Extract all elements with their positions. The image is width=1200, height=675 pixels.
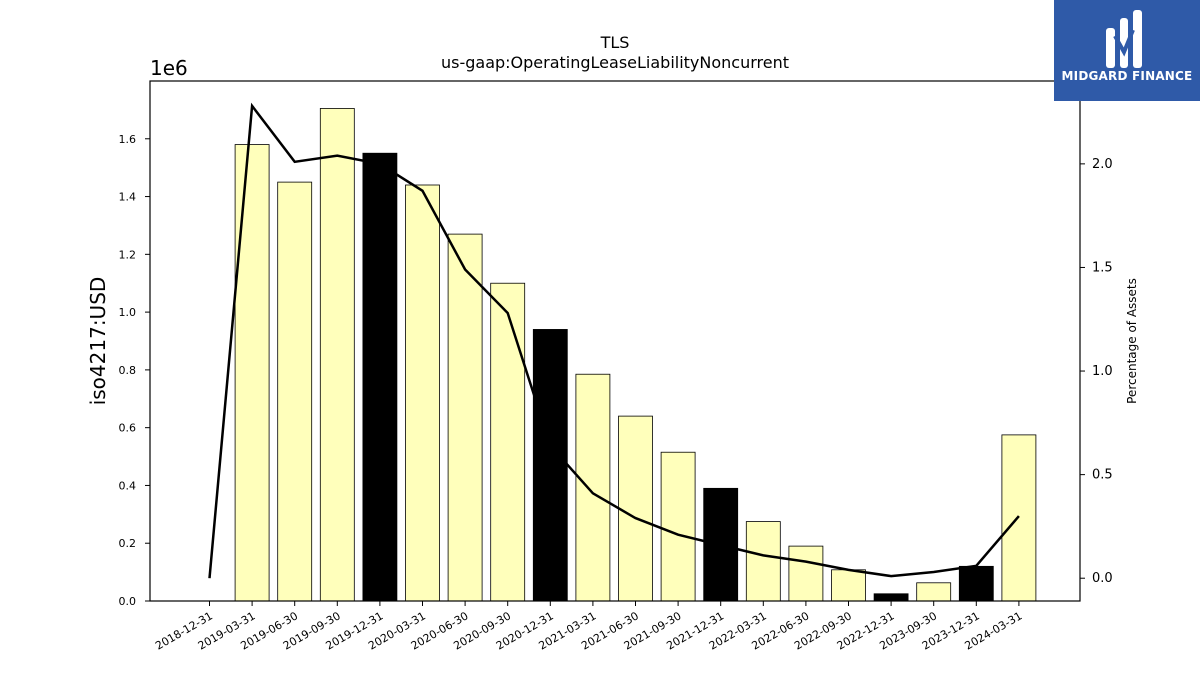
bar-2020-12-31 bbox=[532, 329, 568, 602]
plot-frame bbox=[149, 80, 1081, 602]
y2-tick-label: 1.0 bbox=[1092, 364, 1113, 379]
y-tick-label: 1.2 bbox=[119, 248, 137, 261]
y2-tick-label: 1.5 bbox=[1092, 260, 1113, 275]
y-tick-label: 0.0 bbox=[119, 595, 137, 608]
bar-2022-03-31 bbox=[745, 521, 781, 602]
percent-line-group bbox=[208, 102, 1020, 579]
y-tick-label: 0.8 bbox=[119, 364, 137, 377]
y-tick-label: 1.0 bbox=[119, 306, 137, 319]
bar-2020-06-30 bbox=[447, 233, 483, 602]
bar-2020-03-31 bbox=[405, 184, 440, 602]
y-tick-label: 0.2 bbox=[119, 537, 137, 550]
bar-2022-09-30 bbox=[831, 569, 866, 602]
y-axis-ticks: 0.0 0.2 0.4 0.6 0.8 1.0 1.2 1.4 1.6 bbox=[119, 133, 150, 608]
y-tick-label: 0.4 bbox=[119, 479, 137, 492]
bar-2021-06-30 bbox=[618, 415, 653, 602]
y-tick-label: 0.6 bbox=[119, 422, 137, 435]
y-tick-label: 1.4 bbox=[119, 191, 137, 204]
bar-2021-09-30 bbox=[660, 451, 696, 602]
percent-of-assets-line bbox=[208, 102, 1020, 579]
bar-2021-03-31 bbox=[575, 373, 611, 602]
bar-2020-09-30 bbox=[490, 282, 526, 602]
bar-2022-12-31 bbox=[873, 593, 909, 602]
bar-2023-12-31 bbox=[958, 565, 994, 602]
chart-title: TLS bbox=[600, 33, 630, 52]
y-tick-label: 1.6 bbox=[119, 133, 137, 146]
bar-2022-06-30 bbox=[788, 545, 824, 602]
chart-subtitle: us-gaap:OperatingLeaseLiabilityNoncurren… bbox=[441, 53, 789, 72]
bar-2023-09-30 bbox=[916, 582, 952, 602]
y2-tick-label: 2.0 bbox=[1092, 157, 1113, 172]
bar-2019-06-30 bbox=[277, 181, 313, 602]
bars-group bbox=[234, 108, 1037, 602]
y-offset-label: 1e6 bbox=[150, 56, 188, 80]
bar-2019-09-30 bbox=[319, 108, 355, 602]
x-axis-ticks: 2018-12-312019-03-312019-06-302019-09-30… bbox=[153, 601, 1024, 653]
midgard-logo: MIDGARD FINANCE bbox=[1054, 0, 1200, 101]
midgard-logo-icon bbox=[1106, 10, 1142, 68]
y-axis-label: iso4217:USD bbox=[86, 277, 110, 406]
logo-text: MIDGARD FINANCE bbox=[1061, 69, 1193, 83]
y2-axis-label: Percentage of Assets bbox=[1125, 278, 1139, 404]
y2-tick-label: 0.0 bbox=[1092, 571, 1113, 586]
bar-2019-12-31 bbox=[362, 152, 398, 602]
bar-2019-03-31 bbox=[234, 144, 270, 602]
y2-axis-ticks: 0.0 0.5 1.0 1.5 2.0 bbox=[1080, 157, 1113, 586]
y2-tick-label: 0.5 bbox=[1092, 468, 1113, 483]
